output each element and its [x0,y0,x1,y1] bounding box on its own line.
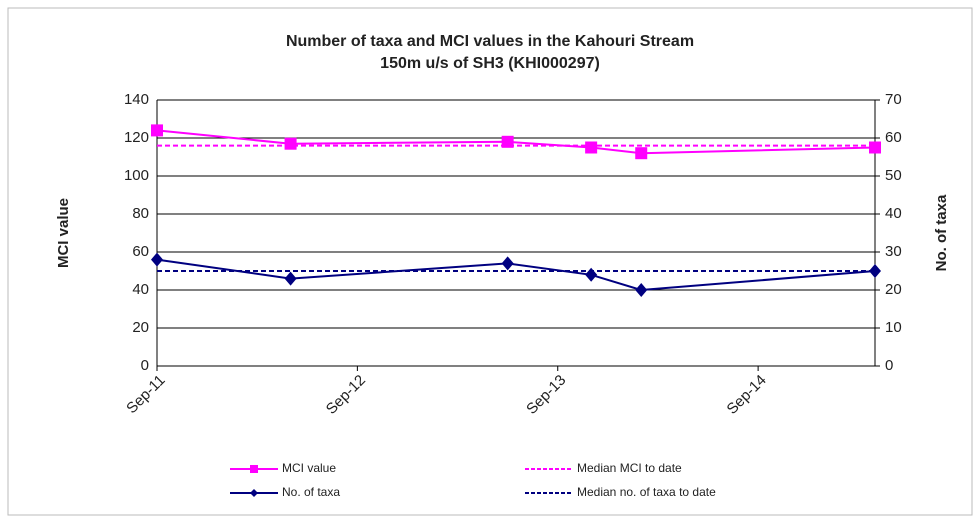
y-tick-label: 140 [124,91,149,108]
y2-tick-label: 60 [885,129,902,146]
y2-axis-title: No. of taxa [933,194,950,271]
marker [869,141,881,154]
marker [284,137,297,150]
y2-tick-label: 30 [885,243,902,260]
y2-tick-label: 10 [885,319,902,336]
chart-frame [7,7,973,516]
marker [284,271,297,286]
legend-label: Median no. of taxa to date [577,485,716,499]
legend-label: MCI value [282,461,336,475]
y-tick-label: 100 [124,167,149,184]
y-tick-label: 40 [132,281,149,298]
marker [501,135,514,148]
legend-marker [250,489,258,497]
marker [585,141,598,154]
marker [635,283,648,297]
marker [151,124,163,137]
y-axis-title: MCI value [55,198,72,268]
y2-tick-label: 40 [885,205,902,222]
marker [869,264,881,278]
chart-title: Number of taxa and MCI values in the Kah… [286,33,694,50]
y-tick-label: 0 [141,357,149,374]
legend-label: No. of taxa [282,485,340,499]
series-line [156,258,876,292]
y-tick-label: 20 [132,319,149,336]
y2-tick-label: 50 [885,167,902,184]
marker [635,147,648,160]
marker [151,252,163,267]
legend-marker [250,465,258,473]
legend-label: Median MCI to date [577,461,682,475]
y-tick-label: 60 [132,243,149,260]
y2-tick-label: 70 [885,91,902,108]
chart-title: 150m u/s of SH3 (KHI000297) [380,55,600,72]
y2-tick-label: 20 [885,281,902,298]
y-tick-label: 80 [132,205,149,222]
y2-tick-label: 0 [885,357,893,374]
marker [585,267,598,282]
marker [501,256,514,271]
y-tick-label: 120 [124,129,149,146]
